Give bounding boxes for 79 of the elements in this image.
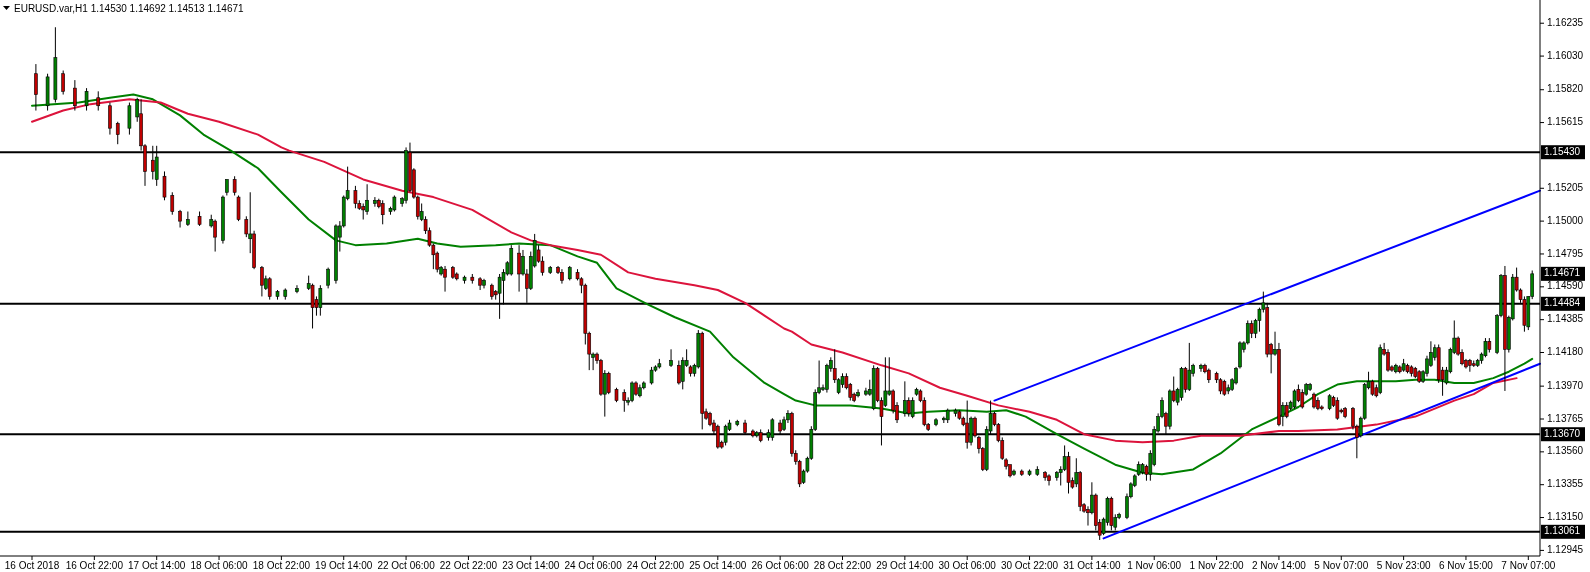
candlestick xyxy=(326,267,330,289)
y-tick-label: 1.14795 xyxy=(1547,247,1584,259)
candlestick xyxy=(606,371,611,395)
candlestick xyxy=(162,170,167,201)
y-tick-label: 1.13355 xyxy=(1547,478,1584,490)
annotation: 1.14671 xyxy=(1544,267,1581,279)
candlestick xyxy=(630,380,634,403)
candlestick xyxy=(170,191,175,216)
candlestick xyxy=(127,102,132,136)
x-tick-label: 1 Nov 22:00 xyxy=(1189,560,1244,571)
candlestick xyxy=(669,348,673,368)
candlestick xyxy=(295,284,299,294)
x-tick-label: 17 Oct 14:00 xyxy=(128,560,186,571)
x-tick-label: 16 Oct 22:00 xyxy=(65,560,124,571)
x-tick-label: 18 Oct 22:00 xyxy=(252,560,311,571)
y-tick-label: 1.15000 xyxy=(1547,214,1584,226)
x-tick-label: 23 Oct 14:00 xyxy=(502,560,560,571)
ref-line-label: 1.13670 xyxy=(1544,427,1581,439)
y-tick-label: 1.12945 xyxy=(1547,544,1584,556)
y-tick-label: 1.14590 xyxy=(1547,280,1584,292)
y-tick-label: 1.14180 xyxy=(1547,346,1584,358)
y-tick-label: 1.16235 xyxy=(1547,16,1584,28)
y-tick-label: 1.16030 xyxy=(1547,49,1584,61)
candlestick xyxy=(61,70,65,96)
x-tick-label: 6 Nov 15:00 xyxy=(1439,560,1494,571)
candlestick xyxy=(213,219,217,253)
y-tick-label: 1.13150 xyxy=(1547,511,1584,523)
x-tick-label: 19 Oct 14:00 xyxy=(315,560,373,571)
x-tick-label: 22 Oct 06:00 xyxy=(377,560,436,571)
candlestick xyxy=(1468,358,1472,373)
y-tick-label: 1.14385 xyxy=(1547,313,1584,325)
candlestick xyxy=(910,396,915,419)
y-tick-label: 1.15205 xyxy=(1547,181,1584,193)
candlestick xyxy=(677,360,681,386)
y-tick-label: 1.13765 xyxy=(1547,412,1584,424)
candlestick xyxy=(115,121,120,145)
x-tick-label: 7 Nov 07:00 xyxy=(1501,560,1556,571)
y-tick-label: 1.13560 xyxy=(1547,445,1584,457)
x-tick-label: 30 Oct 06:00 xyxy=(938,560,997,571)
candlestick xyxy=(365,183,369,216)
x-tick-label: 5 Nov 07:00 xyxy=(1314,560,1369,571)
x-tick-label: 16 Oct 2018 xyxy=(4,560,60,571)
candlestick xyxy=(856,388,860,398)
candlestick xyxy=(73,79,77,112)
x-tick-label: 24 Oct 06:00 xyxy=(564,560,623,571)
candlestick xyxy=(1199,363,1203,373)
x-tick-label: 24 Oct 22:00 xyxy=(626,560,685,571)
candlestick xyxy=(96,90,101,112)
ref-line-label: 1.13061 xyxy=(1544,525,1581,537)
ref-line-label: 1.15430 xyxy=(1544,145,1581,157)
candlestick xyxy=(244,215,249,238)
x-tick-label: 22 Oct 22:00 xyxy=(439,560,498,571)
candlestick xyxy=(236,194,241,222)
candlestick xyxy=(34,63,38,112)
x-tick-label: 25 Oct 14:00 xyxy=(689,560,747,571)
x-tick-label: 30 Oct 22:00 xyxy=(1000,560,1059,571)
candlestick xyxy=(443,265,447,293)
chart-title: EURUSD.var,H1 1.14530 1.14692 1.14513 1.14671 xyxy=(14,3,245,14)
x-tick-label: 29 Oct 14:00 xyxy=(876,560,934,571)
y-tick-label: 1.15820 xyxy=(1547,83,1584,95)
x-tick-label: 2 Nov 14:00 xyxy=(1251,560,1307,571)
candlestick xyxy=(186,211,190,227)
candlestick xyxy=(903,380,907,418)
candlestick xyxy=(517,244,521,293)
x-tick-label: 1 Nov 06:00 xyxy=(1127,560,1182,571)
candlestick xyxy=(1047,473,1051,486)
x-tick-label: 28 Oct 22:00 xyxy=(813,560,872,571)
x-tick-label: 18 Oct 06:00 xyxy=(190,560,249,571)
candlestick xyxy=(260,265,264,297)
candlestick xyxy=(1300,388,1305,410)
x-tick-label: 5 Nov 23:00 xyxy=(1376,560,1432,571)
x-tick-label: 31 Oct 14:00 xyxy=(1063,560,1121,571)
x-tick-label: 26 Oct 06:00 xyxy=(751,560,810,571)
y-tick-label: 1.13970 xyxy=(1547,379,1584,391)
ref-line-label: 1.14484 xyxy=(1544,297,1581,309)
y-tick-label: 1.15615 xyxy=(1547,116,1584,128)
candlestick xyxy=(373,196,377,208)
candlestick xyxy=(232,175,237,196)
candlestick xyxy=(108,102,112,136)
